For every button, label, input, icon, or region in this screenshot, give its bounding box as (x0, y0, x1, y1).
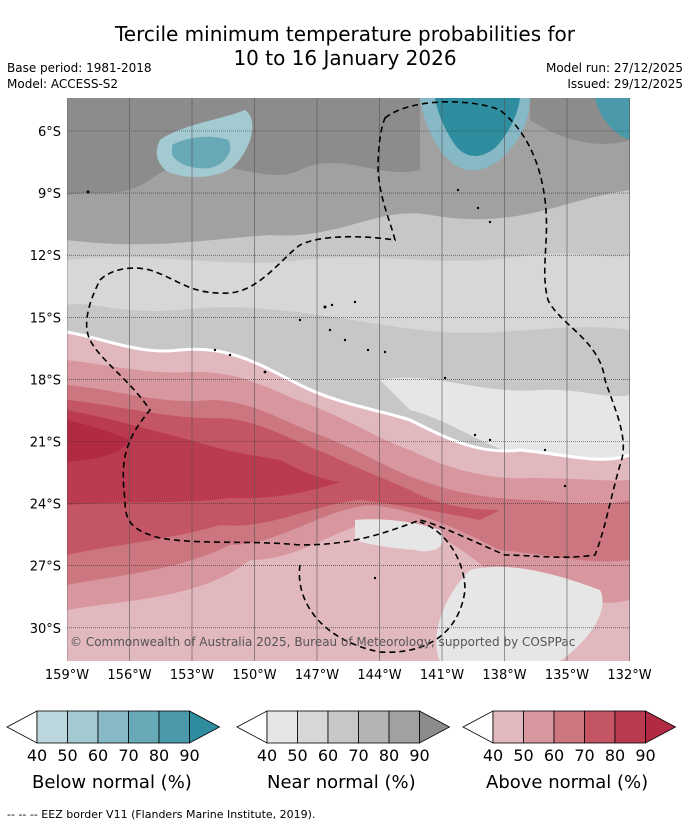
eez-footnote: -- -- -- EEZ border V11 (Flanders Marine… (7, 808, 316, 821)
legend-color-swatch (158, 710, 190, 744)
legend-tick-label: 80 (604, 746, 626, 765)
lon-tick-label: 138°W (482, 668, 526, 683)
near-normal-40-region (380, 377, 630, 470)
below-normal-90-patch-north (435, 98, 520, 156)
base-period: Base period: 1981-2018 (7, 61, 152, 75)
lat-tick-label: 24°S (30, 498, 61, 513)
legend-tick-label: 70 (118, 746, 139, 765)
legend-tick-label: 80 (148, 746, 170, 765)
meta-right: Model run: 27/12/2025 Issued: 29/12/2025 (546, 60, 683, 92)
legend-color-swatch (67, 710, 99, 744)
lon-tick-label: 156°W (107, 668, 151, 683)
legend-tick-label: 40 (256, 746, 278, 765)
legend-color-swatch (36, 710, 68, 744)
legend-extend-high (419, 710, 451, 744)
above-normal-label: Above normal (%) (486, 772, 649, 793)
near-normal-40-south (436, 566, 603, 661)
lat-tick-label: 15°S (30, 311, 61, 326)
legend-extend-low (236, 710, 268, 744)
legend-extend-low (462, 710, 494, 744)
lat-tick-label: 9°S (38, 187, 61, 202)
legend-tick-label: 90 (179, 746, 200, 765)
lon-tick-label: 147°W (295, 668, 339, 683)
legend-tick-label: 50 (57, 746, 78, 765)
legend-tick-label: 60 (317, 746, 339, 765)
near-normal-40-patch (355, 519, 444, 552)
legend-tick-label: 90 (635, 746, 656, 765)
lat-tick-label: 30°S (30, 622, 61, 637)
legend-tick-label: 60 (543, 746, 565, 765)
legend-color-swatch (327, 710, 359, 744)
legend-color-swatch (523, 710, 555, 744)
legend-tick-label: 50 (287, 746, 308, 765)
lon-tick-label: 135°W (545, 668, 589, 683)
model-name: Model: ACCESS-S2 (7, 77, 119, 91)
latitude-labels: 6°S 9°S 12°S 15°S 18°S 21°S 24°S 27°S 30°S (30, 125, 61, 637)
legend-tick-label: 70 (348, 746, 369, 765)
legend-color-swatch (97, 710, 129, 744)
issued-date: Issued: 29/12/2025 (567, 77, 683, 91)
legend-color-swatch (297, 710, 329, 744)
map-field: © Commonwealth of Australia 2025, Bureau… (67, 98, 630, 661)
probability-map: © Commonwealth of Australia 2025, Bureau… (30, 98, 652, 683)
above-normal-90-region (67, 420, 130, 462)
above-normal-80-region (67, 410, 340, 505)
lon-tick-label: 141°W (420, 668, 464, 683)
legend-color-swatch (614, 710, 646, 744)
title-line-1: Tercile minimum temperature probabilitie… (114, 22, 576, 46)
islands (86, 188, 567, 580)
below-normal-80-patch-ne (595, 98, 630, 140)
lat-tick-label: 6°S (38, 125, 61, 140)
legend-tick-label: 40 (26, 746, 48, 765)
lon-tick-label: 159°W (45, 668, 89, 683)
legend-extend-high (645, 710, 677, 744)
below-normal-label: Below normal (%) (32, 772, 192, 793)
lat-tick-label: 21°S (30, 436, 61, 451)
legend-extend-high (189, 710, 221, 744)
legend-tick-label: 60 (87, 746, 109, 765)
legend-color-swatch (492, 710, 524, 744)
lon-tick-label: 150°W (232, 668, 276, 683)
lon-tick-label: 153°W (170, 668, 214, 683)
legend-color-swatch (584, 710, 616, 744)
eez-border (85, 101, 625, 559)
legend-tick-label: 50 (513, 746, 534, 765)
lat-tick-label: 12°S (30, 249, 61, 264)
near-normal-50-band (67, 253, 630, 333)
legend-tick-label: 90 (409, 746, 430, 765)
lon-tick-label: 144°W (357, 668, 401, 683)
below-normal-70-patch-west (172, 136, 231, 169)
map-title: Tercile minimum temperature probabilitie… (0, 22, 690, 70)
legend-tick-label: 40 (482, 746, 504, 765)
copyright-notice: © Commonwealth of Australia 2025, Bureau… (70, 635, 575, 649)
lat-tick-label: 27°S (30, 560, 61, 575)
legend-extend-low (6, 710, 38, 744)
graticule (67, 98, 630, 661)
legend-color-swatch (358, 710, 390, 744)
title-line-2: 10 to 16 January 2026 (233, 46, 457, 70)
longitude-labels: 159°W 156°W 153°W 150°W 147°W 144°W 141°W 138°W… (45, 668, 652, 683)
legend-color-swatch (266, 710, 298, 744)
legend-color-swatch (553, 710, 585, 744)
near-normal-label: Near normal (%) (267, 772, 416, 793)
legend-color-swatch (388, 710, 420, 744)
eez-border-south (298, 521, 466, 653)
legend-tick-label: 70 (574, 746, 595, 765)
meta-left: Base period: 1981-2018 Model: ACCESS-S2 (7, 60, 152, 92)
legend-color-swatch (128, 710, 160, 744)
tercile-boundary-line (67, 330, 630, 461)
legend-tick-label: 80 (378, 746, 400, 765)
lon-tick-label: 132°W (607, 668, 651, 683)
legend-colorbars (6, 710, 677, 744)
model-run: Model run: 27/12/2025 (545, 61, 683, 75)
lat-tick-label: 18°S (30, 373, 61, 388)
